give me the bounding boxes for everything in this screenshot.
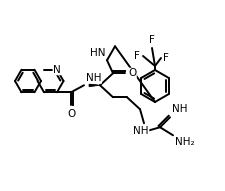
Text: NH: NH (171, 104, 187, 114)
Text: NH: NH (86, 73, 101, 83)
Text: N: N (53, 65, 61, 75)
Text: NH₂: NH₂ (174, 137, 194, 147)
Text: O: O (127, 68, 136, 78)
Text: F: F (148, 35, 154, 45)
Text: F: F (162, 53, 168, 63)
Polygon shape (89, 84, 100, 87)
Text: O: O (67, 109, 75, 119)
Text: NH: NH (133, 126, 148, 136)
Text: HN: HN (89, 48, 105, 58)
Text: F: F (133, 51, 139, 61)
